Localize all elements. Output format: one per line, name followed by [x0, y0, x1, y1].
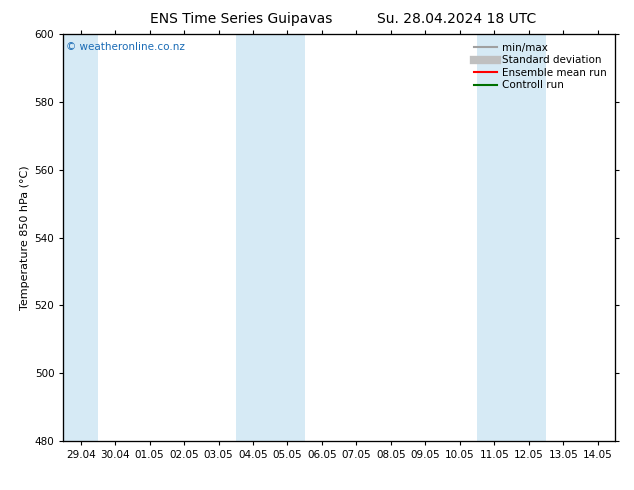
- Text: © weatheronline.co.nz: © weatheronline.co.nz: [66, 43, 185, 52]
- Text: ENS Time Series Guipavas: ENS Time Series Guipavas: [150, 12, 332, 26]
- Bar: [63, 34, 98, 441]
- Bar: [236, 34, 305, 441]
- Legend: min/max, Standard deviation, Ensemble mean run, Controll run: min/max, Standard deviation, Ensemble me…: [470, 40, 610, 94]
- Text: Su. 28.04.2024 18 UTC: Su. 28.04.2024 18 UTC: [377, 12, 536, 26]
- Bar: [477, 34, 546, 441]
- Y-axis label: Temperature 850 hPa (°C): Temperature 850 hPa (°C): [20, 165, 30, 310]
